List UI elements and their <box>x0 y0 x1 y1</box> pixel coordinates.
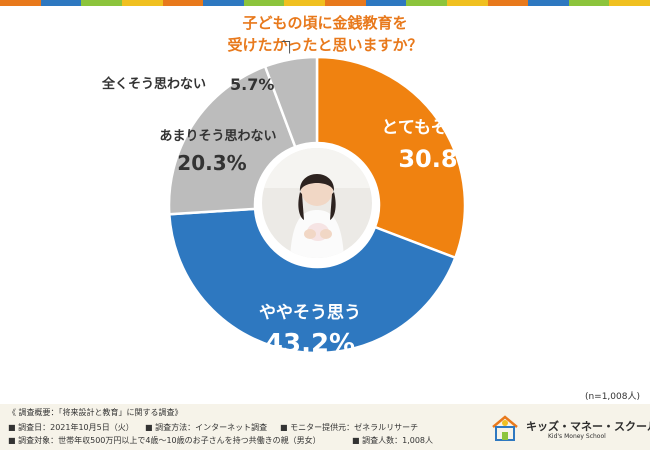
top-color-stripe <box>0 0 650 6</box>
category-label: とてもそう思う <box>381 118 498 138</box>
title-line-1: 子どもの頃に金銭教育を <box>242 14 408 32</box>
stripe-segment <box>568 0 610 6</box>
stripe-segment <box>203 0 244 6</box>
stripe-segment <box>284 0 325 6</box>
survey-summary: 《 調査概要：「将来設計と教育」に関する調査》 <box>8 408 183 417</box>
stripe-segment <box>0 0 41 6</box>
kids-money-school-logo: キッズ・マネー・スクール Kid's Money School <box>490 412 650 444</box>
donut-slice <box>167 207 457 355</box>
title-line-2: 受けたかったと思いますか？ <box>227 36 423 54</box>
logo-name: キッズ・マネー・スクール <box>526 420 650 433</box>
survey-footer: 《 調査概要：「将来設計と教育」に関する調査》 ■ 調査日：2021年10月5日… <box>0 404 650 450</box>
survey-method: ■ 調査方法：インターネット調査 <box>145 423 268 432</box>
house-logo-icon <box>492 415 518 441</box>
stripe-segment <box>162 0 204 6</box>
donut-slice <box>315 55 467 260</box>
value-label: 20.3% <box>177 151 246 175</box>
stripe-segment <box>325 0 366 6</box>
category-label: ややそう思う <box>259 303 361 323</box>
stripe-segment <box>81 0 122 6</box>
donut-slice <box>263 55 319 149</box>
survey-provider: ■ モニター提供元：ゼネラルリサーチ <box>280 423 419 432</box>
donut-chart: とてもそう思う 30.8% ややそう思う 43.2% あまりそう思わない 20.3% 全くそ… <box>101 40 498 359</box>
category-label: あまりそう思わない <box>159 129 276 144</box>
chart-title: 子どもの頃に金銭教育を 受けたかったと思いますか？ <box>0 12 650 56</box>
survey-target: ■ 調査対象：世帯年収500万円以上で4歳〜10歳のお子さんを持つ共働きの親（男… <box>8 436 321 445</box>
stripe-segment <box>121 0 163 6</box>
stripe-segment <box>609 0 650 6</box>
donut-slice <box>167 64 297 216</box>
survey-date: ■ 調査日：2021年10月5日（火） <box>8 423 134 432</box>
category-label: 全くそう思わない <box>101 76 206 92</box>
stripe-segment <box>528 0 569 6</box>
stripe-segment <box>40 0 82 6</box>
value-label: 30.8% <box>398 145 481 173</box>
stripe-segment <box>243 0 285 6</box>
stripe-segment <box>487 0 529 6</box>
logo-subtitle: Kid's Money School <box>548 433 606 440</box>
leader-line <box>281 40 291 54</box>
value-label: 5.7% <box>230 75 274 94</box>
child-photo <box>262 148 372 258</box>
sample-size-note: (n=1,008人) <box>584 392 640 402</box>
stripe-segment <box>406 0 447 6</box>
survey-count: ■ 調査人数：1,008人 <box>352 436 434 445</box>
value-label: 43.2% <box>265 329 355 359</box>
stripe-segment <box>365 0 407 6</box>
stripe-segment <box>446 0 488 6</box>
